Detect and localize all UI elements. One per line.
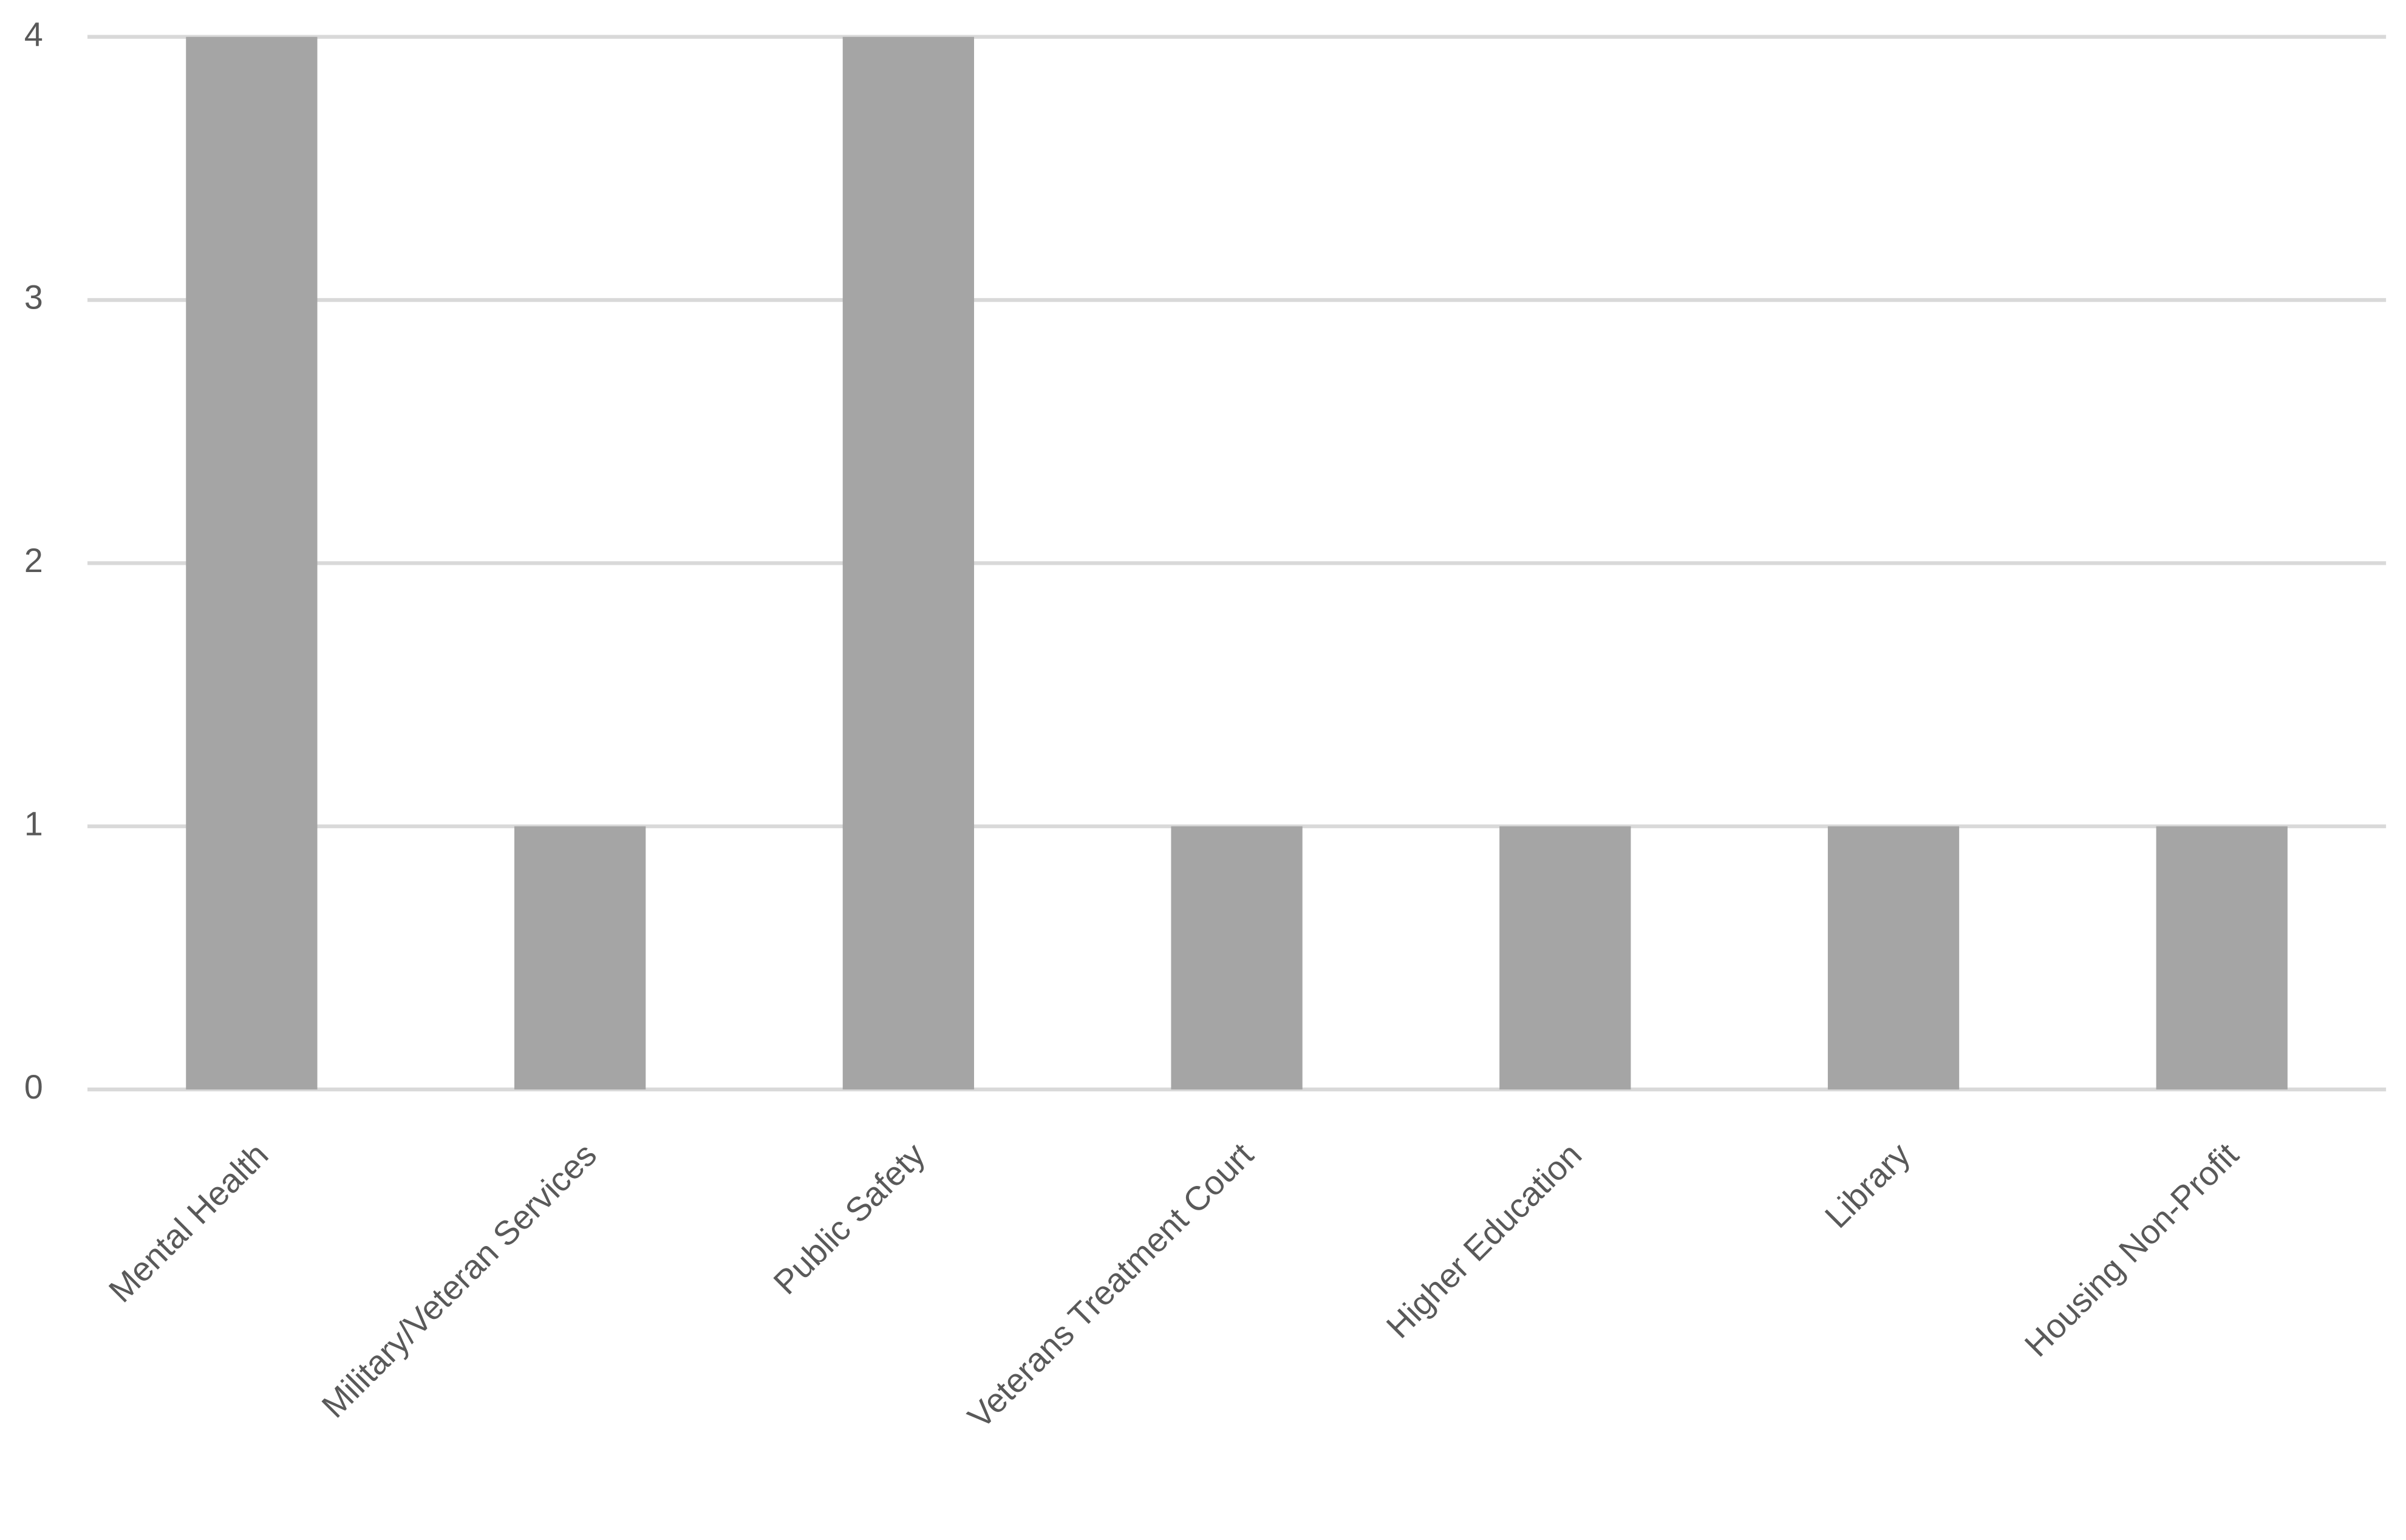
bar [2156, 826, 2288, 1090]
bar [1499, 826, 1631, 1090]
x-tick-label: Housing Non-Profit [2017, 1136, 2246, 1364]
y-tick-label: 1 [24, 805, 43, 842]
bar [186, 36, 318, 1090]
y-tick-label: 3 [24, 279, 43, 316]
x-tick-label: Military/Veteran Services [315, 1136, 604, 1425]
y-tick-label: 0 [24, 1068, 43, 1106]
bar [514, 826, 646, 1090]
y-tick-label: 2 [24, 542, 43, 579]
bar [1827, 826, 1960, 1090]
x-tick-label: Public Safety [766, 1136, 932, 1301]
x-tick-label: Mental Health [101, 1136, 275, 1309]
x-tick-label: Veterans Treatment Court [961, 1136, 1261, 1436]
y-tick-label: 4 [24, 15, 43, 53]
bar [1171, 826, 1303, 1090]
x-tick-label: Library [1818, 1136, 1917, 1235]
bar [842, 36, 975, 1090]
x-tick-label: Higher Education [1379, 1136, 1589, 1345]
